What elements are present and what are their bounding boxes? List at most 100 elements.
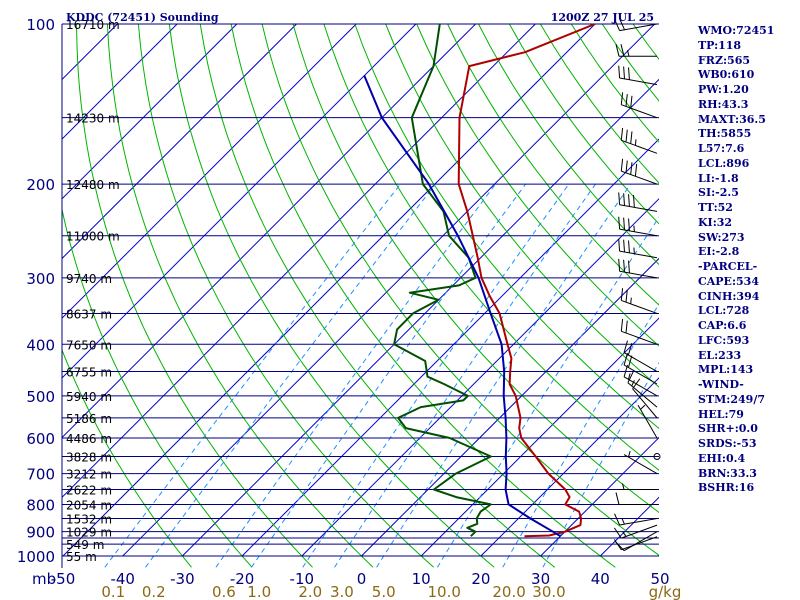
- barb-flag: [627, 355, 633, 368]
- isotherm-line: [122, 24, 656, 557]
- wind-barb: [615, 531, 658, 552]
- mixing-ratio-tick-label: 2.0: [298, 583, 322, 600]
- barb-flag: [623, 340, 628, 353]
- index-item: STM:249/7: [698, 392, 765, 406]
- temperature-tick-label: -40: [110, 570, 135, 588]
- barb-flag: [618, 216, 621, 230]
- temperature-tick-label: -20: [230, 570, 255, 588]
- barb-flag: [614, 19, 621, 31]
- barb-staff: [619, 23, 658, 32]
- barb-half-flag: [640, 404, 646, 410]
- barb-flag: [628, 260, 630, 274]
- index-item: CAP:6.6: [698, 319, 747, 332]
- barb-flag: [628, 67, 630, 80]
- barb-flag: [623, 193, 626, 206]
- barb-flag: [625, 160, 628, 173]
- isotherm-line: [62, 24, 297, 260]
- height-labels: 16710 m 14230 m 12480 m 11000 m 9740 m 8637 m…: [66, 18, 120, 564]
- wind-barb: [653, 452, 661, 460]
- mixing-ratio-line: [104, 183, 401, 568]
- wind-barb: [618, 238, 658, 259]
- barb-half-flag: [622, 531, 627, 537]
- index-item: MAXT:36.5: [698, 112, 766, 126]
- barb-flag: [623, 259, 626, 273]
- barb-staff: [621, 170, 658, 185]
- mixing-ratio-line: [215, 183, 496, 568]
- index-item: KI:32: [698, 215, 733, 229]
- barb-staff: [621, 139, 658, 154]
- index-item: TP:118: [698, 38, 742, 52]
- mixing-ratio-tick-label: 3.0: [330, 583, 354, 600]
- mixing-ratio-line: [145, 183, 436, 568]
- station-title: KDDC (72451) Sounding: [66, 11, 219, 24]
- index-item: EHI:0.4: [698, 451, 746, 465]
- temperature-tick-label: -30: [170, 570, 195, 588]
- barb-flag: [634, 163, 638, 177]
- isotherm-lines: [62, 24, 659, 557]
- height-label: 3212 m: [66, 468, 112, 482]
- dry-adiabat-line: [62, 207, 253, 568]
- isotherm-line: [62, 24, 596, 557]
- wind-barb: [627, 371, 658, 408]
- dry-adiabat-line: [478, 24, 659, 266]
- dry-adiabat-line: [292, 24, 659, 514]
- barb-flag: [625, 289, 628, 303]
- barb-half-flag: [627, 373, 631, 380]
- barb-half-flag: [627, 451, 631, 458]
- mixing-ratio-line: [250, 183, 527, 568]
- dry-adiabat-line: [385, 24, 659, 388]
- mixing-unit-label: g/kg: [649, 583, 682, 600]
- wind-barb: [618, 258, 658, 279]
- height-label: 3828 m: [66, 450, 112, 464]
- isotherm-line: [62, 24, 357, 319]
- wind-barb: [618, 216, 658, 237]
- temperature-tick-label: -10: [290, 570, 315, 588]
- dry-adiabat-line: [199, 24, 556, 568]
- dry-adiabat-line: [354, 24, 659, 430]
- wind-barb: [615, 492, 657, 505]
- wind-barb: [614, 513, 658, 526]
- height-label: 1532 m: [66, 512, 112, 526]
- mixing-ratio-tick-label: 0.2: [142, 583, 166, 600]
- barb-staff: [623, 531, 658, 552]
- wind-barb: [618, 192, 658, 212]
- isotherm-line: [62, 24, 178, 140]
- index-item: SI:-2.5: [698, 186, 739, 200]
- pressure-label: 400: [26, 336, 55, 354]
- barb-flag: [620, 318, 624, 332]
- isotherm-line: [480, 377, 659, 557]
- wind-barb: [623, 352, 658, 385]
- barb-flag: [630, 95, 633, 109]
- barb-half-flag: [630, 297, 632, 304]
- barb-staff: [623, 364, 658, 385]
- isotherm-line: [62, 24, 417, 379]
- isotherm-line: [540, 436, 659, 557]
- barb-staff: [621, 104, 658, 119]
- temperature-tick-label: -50: [51, 570, 76, 588]
- barb-flag: [623, 217, 626, 231]
- barb-flag: [618, 192, 621, 205]
- index-item: TH:5855: [698, 127, 752, 141]
- wind-barb: [618, 65, 658, 86]
- height-label: 11000 m: [66, 230, 120, 244]
- mixing-ratio-lines: [104, 183, 659, 568]
- barb-flag: [623, 352, 628, 366]
- wind-barb: [623, 451, 658, 475]
- height-label: 1029 m: [66, 526, 112, 540]
- pressure-label: 800: [26, 496, 55, 514]
- wind-barb: [637, 404, 658, 439]
- pressure-label: 500: [26, 388, 55, 406]
- wind-barbs: [613, 18, 661, 552]
- dry-adiabat-line: [168, 24, 495, 568]
- barb-flag: [613, 527, 622, 539]
- barb-staff: [621, 524, 658, 539]
- wind-barb: [620, 127, 658, 154]
- barb-half-flag: [622, 483, 625, 490]
- temperature-tick-label: 50: [650, 570, 669, 588]
- wind-barb: [620, 318, 658, 345]
- index-item: MPL:143: [698, 363, 754, 377]
- pressure-label: 200: [26, 176, 55, 194]
- barb-staff: [619, 270, 658, 279]
- index-item: LFC:593: [698, 333, 750, 347]
- barb-staff: [619, 204, 658, 212]
